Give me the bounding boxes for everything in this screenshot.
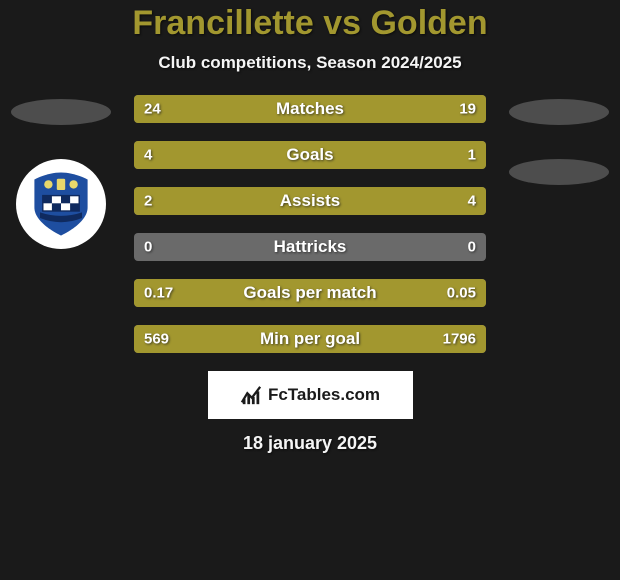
stat-value-left: 0.17 (144, 285, 173, 302)
stat-row: 0.17 Goals per match 0.05 (134, 279, 486, 307)
stat-label: Hattricks (274, 237, 347, 257)
left-team-crest (16, 159, 106, 249)
stat-value-left: 2 (144, 193, 152, 210)
stat-label: Matches (276, 99, 344, 119)
stat-value-right: 0.05 (447, 285, 476, 302)
stat-row: 569 Min per goal 1796 (134, 325, 486, 353)
stat-value-right: 4 (468, 193, 476, 210)
brand-footer[interactable]: FcTables.com (208, 371, 413, 419)
stat-value-right: 1796 (443, 331, 476, 348)
stat-row: 4 Goals 1 (134, 141, 486, 169)
left-team-col (6, 95, 116, 249)
left-team-ellipse (11, 99, 111, 125)
stat-label: Goals per match (243, 283, 376, 303)
stat-label: Assists (280, 191, 340, 211)
stat-value-left: 4 (144, 147, 152, 164)
stat-fill-left (134, 141, 398, 169)
stat-value-left: 569 (144, 331, 169, 348)
brand-text: FcTables.com (268, 385, 380, 405)
stat-value-right: 19 (459, 101, 476, 118)
right-team-ellipse-2 (509, 159, 609, 185)
comparison-card: Francillette vs Golden Club competitions… (0, 0, 620, 454)
page-title: Francillette vs Golden (0, 4, 620, 43)
stat-value-right: 1 (468, 147, 476, 164)
main-row: 24 Matches 19 4 Goals 1 2 Assists 4 0 Hattricks 0 0.… (0, 95, 620, 353)
stat-value-right: 0 (468, 239, 476, 256)
crest-icon (26, 169, 96, 239)
stats-bars: 24 Matches 19 4 Goals 1 2 Assists 4 0 Hattricks 0 0.… (134, 95, 486, 353)
stat-row: 2 Assists 4 (134, 187, 486, 215)
subtitle: Club competitions, Season 2024/2025 (0, 53, 620, 73)
right-team-col (504, 95, 614, 185)
right-team-ellipse-1 (509, 99, 609, 125)
stat-label: Goals (286, 145, 333, 165)
date-label: 18 january 2025 (0, 433, 620, 454)
stat-row: 0 Hattricks 0 (134, 233, 486, 261)
stat-row: 24 Matches 19 (134, 95, 486, 123)
stat-label: Min per goal (260, 329, 360, 349)
stat-value-left: 24 (144, 101, 161, 118)
stat-value-left: 0 (144, 239, 152, 256)
chart-icon (240, 384, 262, 406)
